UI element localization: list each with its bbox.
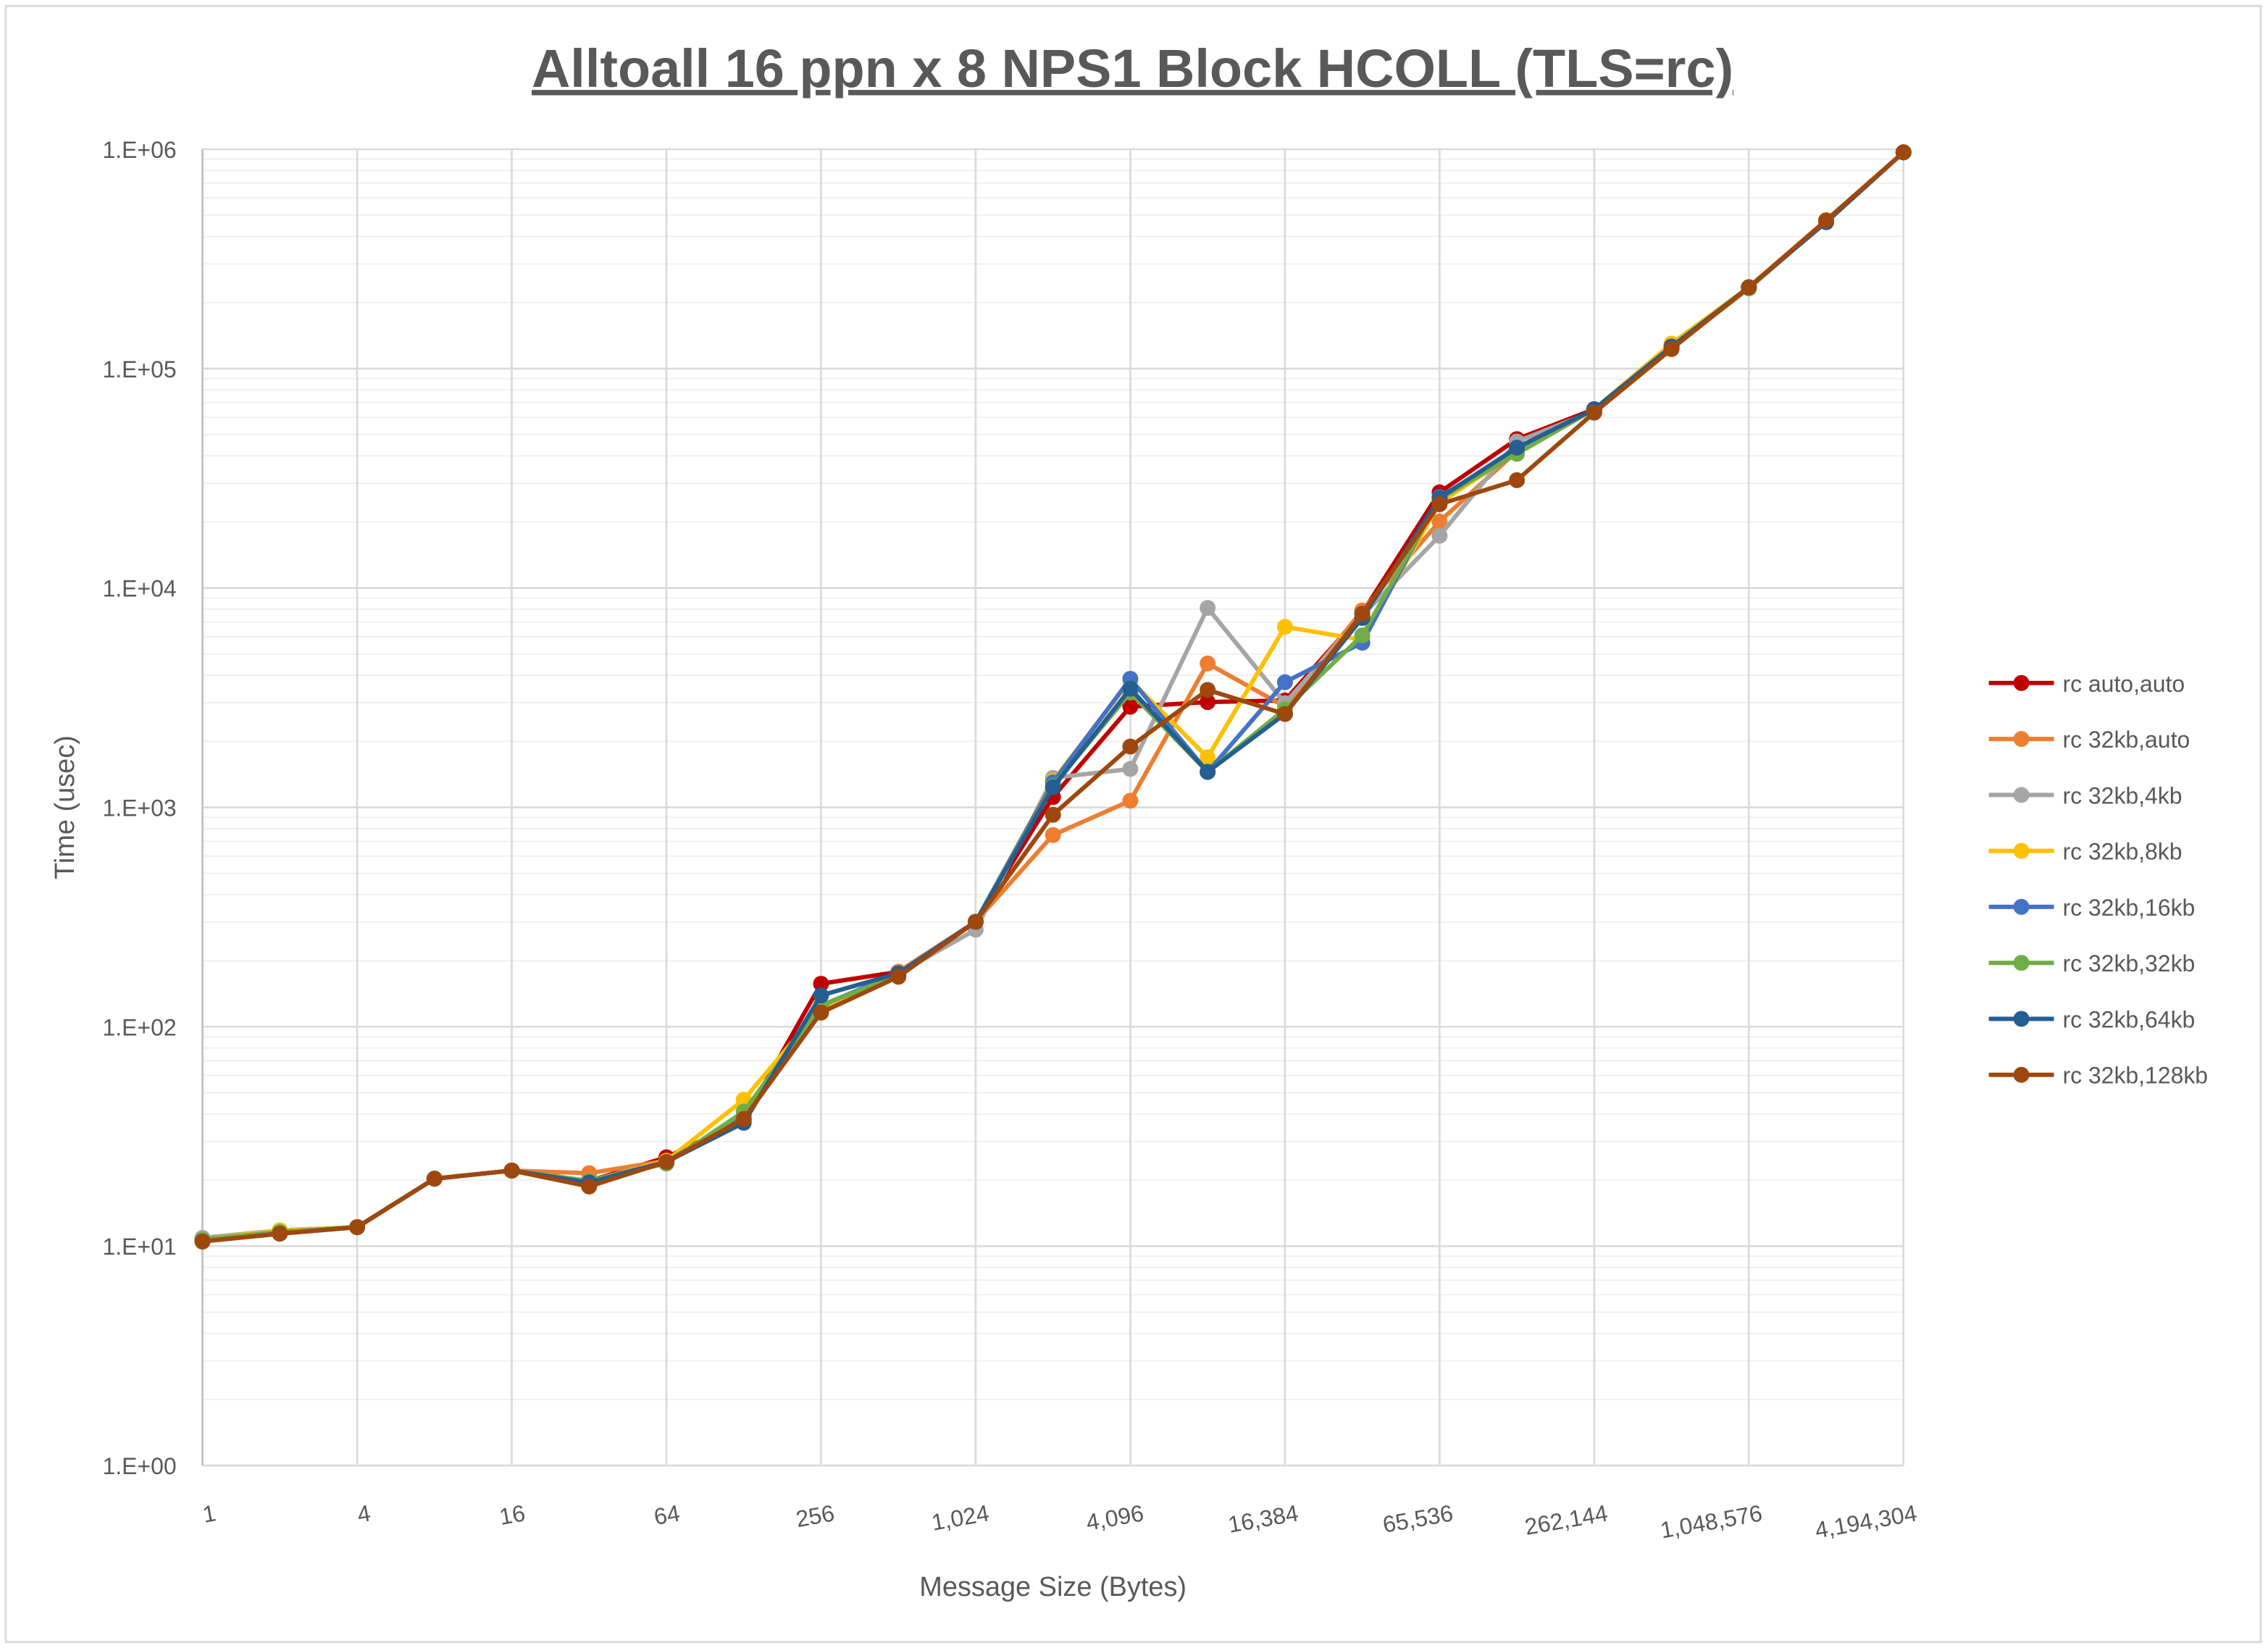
data-point bbox=[503, 1162, 520, 1179]
legend-item: rc auto,auto bbox=[1988, 671, 2185, 697]
legend-label: rc auto,auto bbox=[2062, 671, 2185, 697]
legend-label: rc 32kb,64kb bbox=[2062, 1006, 2195, 1032]
data-point bbox=[349, 1219, 366, 1236]
legend: rc auto,auto rc 32kb,auto rc 32kb,4kb rc 32… bbox=[1988, 671, 2208, 1089]
x-tick-label: 64 bbox=[652, 1499, 682, 1530]
data-point bbox=[1122, 698, 1139, 715]
data-point bbox=[1122, 738, 1139, 755]
data-point bbox=[1276, 619, 1293, 635]
legend-marker bbox=[2013, 674, 2030, 691]
legend-item: rc 32kb,128kb bbox=[1988, 1063, 2208, 1089]
data-point bbox=[581, 1178, 598, 1195]
data-point bbox=[735, 1110, 752, 1127]
legend-marker bbox=[2013, 787, 2030, 803]
data-point bbox=[1122, 761, 1139, 777]
legend-label: rc 32kb,16kb bbox=[2062, 895, 2195, 921]
x-tick-label: 16 bbox=[497, 1499, 527, 1530]
x-tick-label: 4 bbox=[355, 1499, 372, 1528]
legend-item: rc 32kb,4kb bbox=[1988, 782, 2183, 808]
y-axis-label: Time (usec) bbox=[50, 735, 80, 879]
legend-item: rc 32kb,64kb bbox=[1988, 1006, 2195, 1032]
series-group bbox=[194, 144, 1912, 1250]
data-point bbox=[1122, 680, 1139, 697]
data-point bbox=[1200, 764, 1216, 780]
data-point bbox=[426, 1171, 443, 1187]
data-point bbox=[272, 1226, 288, 1242]
data-point bbox=[1045, 827, 1061, 843]
y-tick-labels: 1.E+00 1.E+01 1.E+02 1.E+03 1.E+04 1.E+05 1.E+… bbox=[102, 137, 176, 1479]
data-point bbox=[890, 969, 907, 985]
legend-marker bbox=[2013, 731, 2030, 748]
data-point bbox=[658, 1154, 674, 1170]
legend-item: rc 32kb,16kb bbox=[1988, 895, 2195, 921]
legend-marker bbox=[2013, 1011, 2030, 1027]
data-point bbox=[813, 1004, 829, 1021]
legend-label: rc 32kb,auto bbox=[2062, 727, 2190, 753]
data-point bbox=[1200, 682, 1216, 698]
legend-label: rc 32kb,128kb bbox=[2062, 1063, 2208, 1089]
data-point bbox=[1276, 706, 1293, 722]
data-point bbox=[194, 1233, 211, 1250]
y-tick-label: 1.E+00 bbox=[102, 1453, 176, 1479]
y-tick-label: 1.E+01 bbox=[102, 1234, 176, 1260]
data-point bbox=[1431, 496, 1448, 512]
legend-label: rc 32kb,4kb bbox=[2062, 782, 2182, 808]
legend-item: rc 32kb,32kb bbox=[1988, 950, 2195, 976]
data-point bbox=[1586, 404, 1602, 421]
y-tick-label: 1.E+04 bbox=[102, 576, 176, 602]
data-point bbox=[1663, 340, 1680, 357]
data-point bbox=[813, 987, 829, 1004]
series-rc-32kb-128kb bbox=[194, 144, 1912, 1250]
legend-label: rc 32kb,32kb bbox=[2062, 950, 2195, 976]
x-axis-label: Message Size (Bytes) bbox=[919, 1572, 1187, 1602]
data-point bbox=[1200, 694, 1216, 711]
legend-marker bbox=[2013, 898, 2030, 915]
data-point bbox=[967, 913, 984, 930]
y-tick-label: 1.E+02 bbox=[102, 1014, 176, 1040]
data-point bbox=[1200, 655, 1216, 672]
y-tick-label: 1.E+03 bbox=[102, 795, 176, 821]
data-point bbox=[1354, 627, 1371, 644]
data-point bbox=[1818, 212, 1835, 229]
data-point bbox=[1509, 472, 1526, 488]
x-tick-label: 1 bbox=[201, 1499, 218, 1528]
data-point bbox=[1045, 806, 1061, 823]
data-point bbox=[1509, 440, 1526, 456]
legend-marker bbox=[2013, 1066, 2030, 1083]
y-tick-label: 1.E+05 bbox=[102, 356, 176, 382]
data-point bbox=[1122, 792, 1139, 809]
legend-marker bbox=[2013, 955, 2030, 971]
data-point bbox=[1895, 144, 1912, 161]
legend-item: rc 32kb,8kb bbox=[1988, 839, 2183, 865]
chart-border bbox=[4, 4, 2262, 1644]
data-point bbox=[1741, 279, 1757, 296]
data-point bbox=[1200, 600, 1216, 616]
data-point bbox=[1354, 606, 1371, 622]
data-point bbox=[813, 976, 829, 992]
data-point bbox=[1431, 513, 1448, 530]
data-point bbox=[1276, 674, 1293, 690]
legend-label: rc 32kb,8kb bbox=[2062, 839, 2182, 865]
y-tick-label: 1.E+06 bbox=[102, 137, 176, 163]
data-point bbox=[1045, 779, 1061, 795]
data-point bbox=[1200, 749, 1216, 766]
data-point bbox=[1431, 527, 1448, 544]
legend-item: rc 32kb,auto bbox=[1988, 727, 2190, 753]
legend-marker bbox=[2013, 842, 2030, 859]
chart-title: Alltoall 16 ppn x 8 NPS1 Block HCOLL (TL… bbox=[532, 38, 1733, 99]
